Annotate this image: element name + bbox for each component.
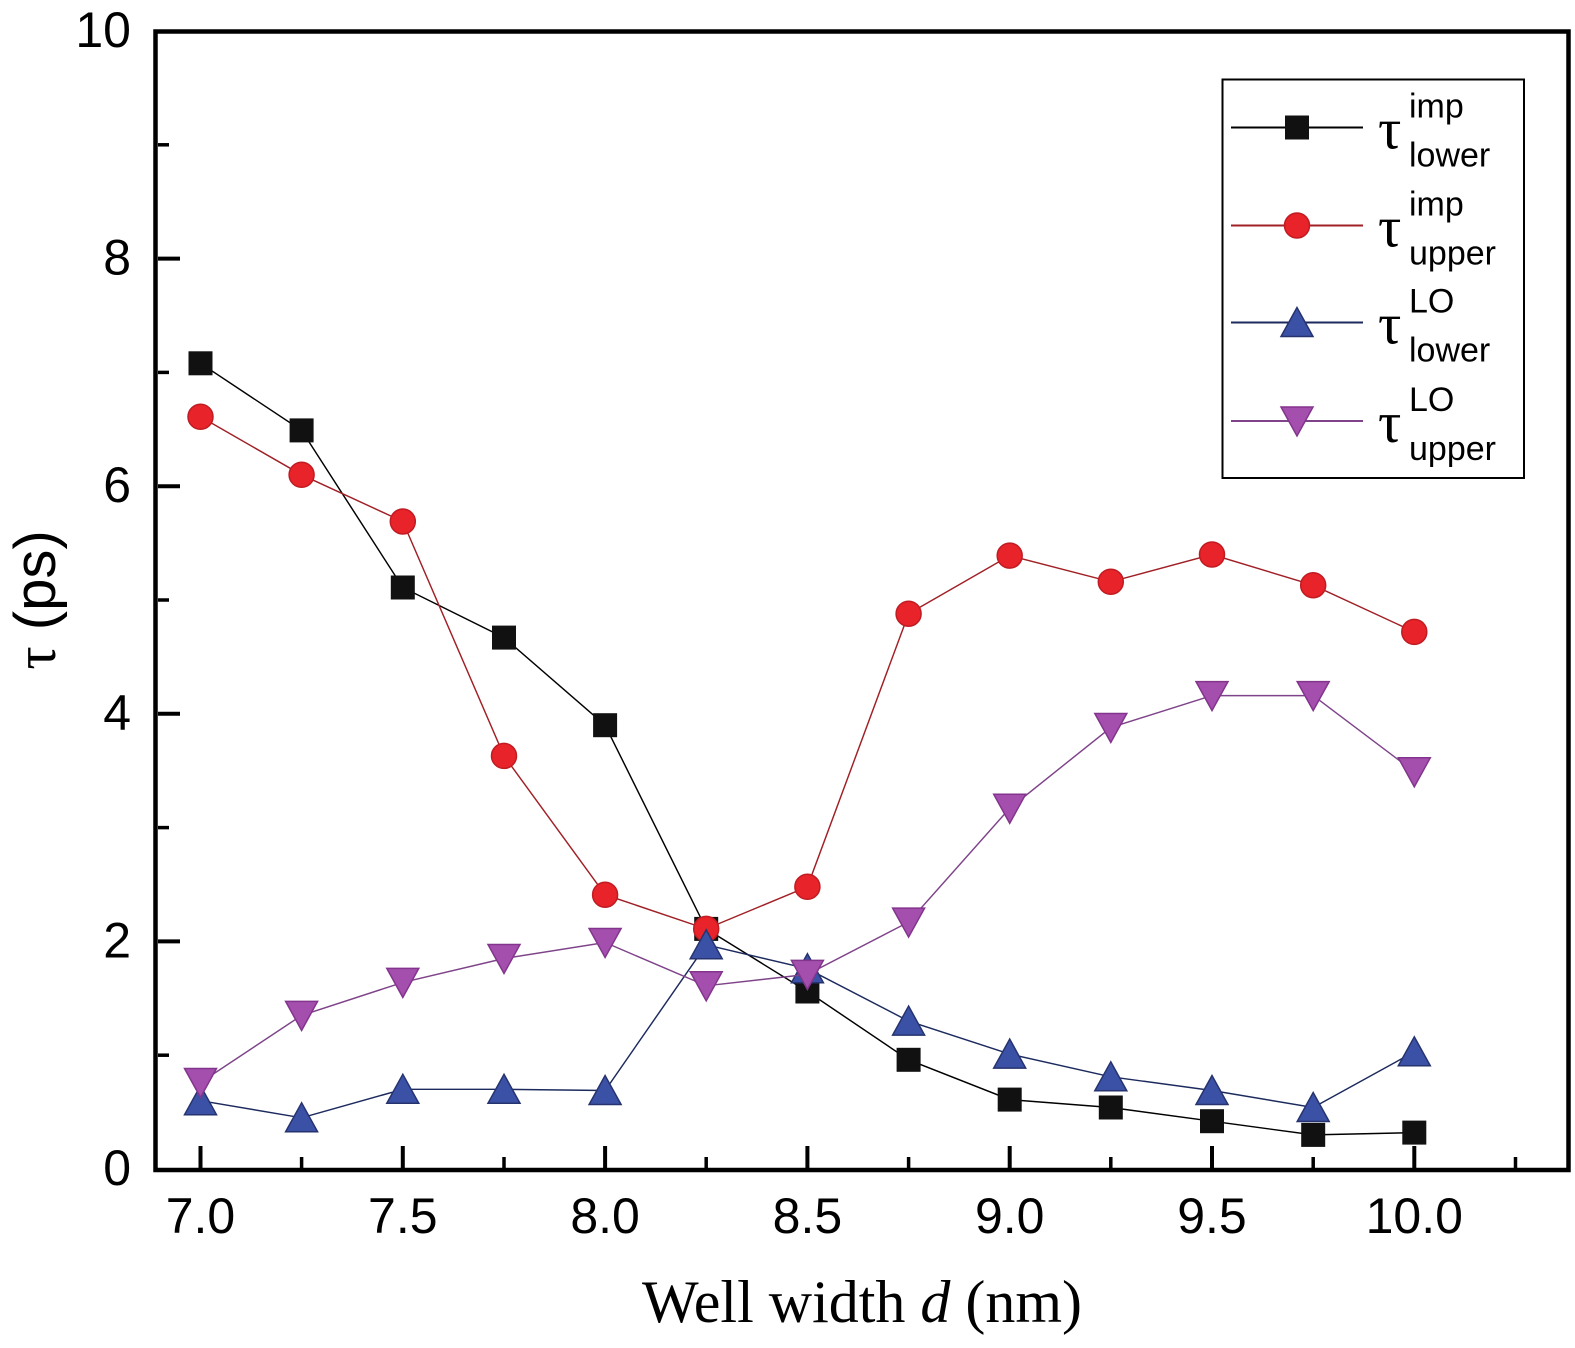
svg-text:upper: upper <box>1409 430 1496 468</box>
svg-text:6: 6 <box>103 457 131 513</box>
svg-text:8.0: 8.0 <box>570 1188 640 1244</box>
svg-text:lower: lower <box>1409 332 1490 370</box>
svg-text:9.5: 9.5 <box>1177 1188 1247 1244</box>
svg-text:LO: LO <box>1409 283 1454 321</box>
svg-text:7.5: 7.5 <box>368 1188 438 1244</box>
svg-text:8: 8 <box>103 230 131 286</box>
svg-text:0: 0 <box>103 1140 131 1196</box>
svg-text:9.0: 9.0 <box>975 1188 1045 1244</box>
svg-text:imp: imp <box>1409 186 1464 224</box>
svg-text:4: 4 <box>103 685 131 741</box>
svg-text:lower: lower <box>1409 137 1490 175</box>
svg-text:imp: imp <box>1409 88 1464 126</box>
svg-text:LO: LO <box>1409 381 1454 419</box>
svg-text:τ: τ <box>1378 195 1401 260</box>
svg-text:τ: τ <box>1378 390 1401 455</box>
svg-text:7.0: 7.0 <box>166 1188 236 1244</box>
svg-text:Well width d (nm): Well width d (nm) <box>642 1269 1082 1335</box>
svg-text:2: 2 <box>103 912 131 968</box>
svg-text:8.5: 8.5 <box>773 1188 843 1244</box>
svg-text:τ: τ <box>1378 292 1401 357</box>
svg-text:upper: upper <box>1409 235 1496 273</box>
svg-text:10.0: 10.0 <box>1366 1188 1463 1244</box>
svg-text:10: 10 <box>75 2 131 58</box>
svg-text:τ: τ <box>1378 97 1401 162</box>
svg-text:τ (ps): τ (ps) <box>3 530 68 669</box>
